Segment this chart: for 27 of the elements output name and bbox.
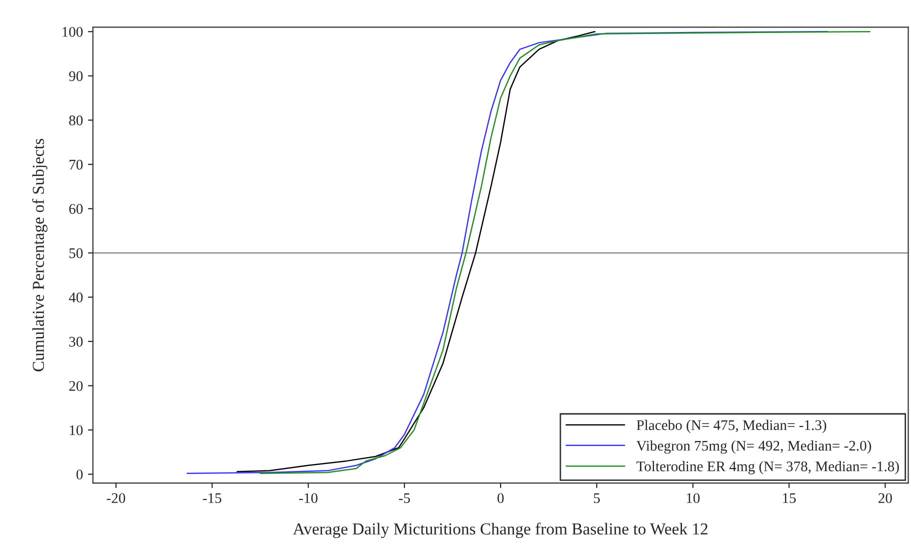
x-tick-label: 10	[686, 493, 700, 504]
y-tick-label: 30	[69, 336, 83, 347]
y-tick-label: 20	[69, 381, 83, 391]
legend-label: Placebo (N= 475, Median= -1.3)	[636, 420, 826, 434]
y-tick-label: 50	[69, 248, 83, 258]
line-series	[236, 31, 596, 472]
y-axis-title: Cumulative Percentage of Subjects	[32, 138, 48, 372]
x-tick-label: 20	[878, 493, 892, 504]
x-tick-label: -10	[299, 493, 318, 504]
y-tick-label: 80	[69, 116, 83, 126]
y-tick-label: 0	[76, 470, 83, 480]
y-tick-label: 60	[69, 204, 83, 214]
y-tick-label: 10	[70, 425, 83, 436]
x-tick-label: -20	[106, 493, 126, 504]
x-tick-label: 5	[594, 493, 600, 504]
y-tick-label: 40	[68, 292, 83, 302]
x-tick-label: -5	[398, 493, 410, 504]
y-tick-label: 70	[70, 160, 83, 170]
legend-label: Vibegron 75mg (N= 492, Median= -2.0)	[636, 440, 872, 454]
legend-label: Tolterodine ER 4mg (N= 378, Median= -1.8)	[636, 461, 899, 474]
y-tick-label: 90	[69, 71, 83, 82]
x-tick-label: 15	[783, 493, 796, 504]
x-tick-label: 0	[498, 493, 504, 504]
x-axis-title: Average Daily Micturitions Change from Baseline to Week 12	[292, 522, 708, 538]
y-tick-label: 100	[62, 26, 83, 37]
line-series	[260, 31, 870, 474]
x-tick-label: -15	[202, 493, 222, 504]
